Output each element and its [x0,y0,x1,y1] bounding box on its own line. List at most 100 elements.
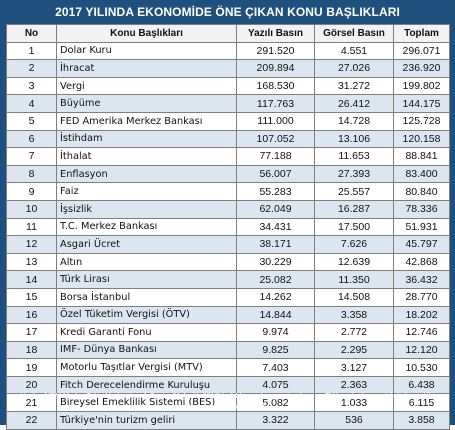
topic-cell: FED Amerika Merkez Bankası [56,111,237,131]
total-cell: 3.858 [393,411,450,430]
table-row: 22 Türkiye'nin turizm geliri 3.322 536 3.858 [6,411,450,430]
topics-table: No Konu Başlıkları Yazılı Basın Görsel B… [6,24,450,430]
row-number-cell: 15 [6,287,57,307]
total-cell: 10.530 [393,358,450,377]
total-cell: 6.438 [393,375,450,395]
total-cell: 28.770 [393,287,450,307]
visual-press-cell: 4.551 [314,41,394,61]
total-cell: 296.071 [393,41,450,61]
footnote: Veriler, MTM Medya Takip Merkezi'nin 1 O… [20,391,435,411]
row-number-cell: 2 [6,59,57,78]
row-number-cell: 4 [6,94,57,113]
written-press-cell: 291.520 [236,41,315,61]
written-press-cell: 3.322 [236,411,315,430]
row-number-cell: 22 [6,411,57,430]
visual-press-cell: 31.272 [314,76,394,96]
visual-press-cell: 25.557 [314,182,394,201]
topic-cell: Türk Lirası [56,270,237,289]
table-row: 5 FED Amerika Merkez Bankası 111.000 14.728… [6,111,450,131]
topic-cell: Enflasyon [56,164,237,184]
visual-press-cell: 14.728 [314,111,394,131]
row-number-cell: 8 [6,164,57,184]
written-press-cell: 14.844 [236,305,315,325]
topic-cell: Borsa İstanbul [56,287,237,307]
written-press-cell: 62.049 [236,199,315,219]
visual-press-cell: 17.500 [314,217,394,237]
table-row: 19 Motorlu Taşıtlar Vergisi (MTV) 7.403 3.1… [6,358,450,377]
total-cell: 78.336 [393,199,450,219]
row-number-cell: 9 [6,182,57,201]
total-cell: 51.931 [393,217,450,237]
written-press-cell: 25.082 [236,270,315,289]
written-press-cell: 14.262 [236,287,315,307]
written-press-cell: 30.229 [236,252,315,272]
row-number-cell: 6 [6,129,57,149]
table-row: 16 Özel Tüketim Vergisi (ÖTV) 14.844 3.358 1… [6,305,450,325]
written-press-cell: 117.763 [236,94,315,113]
topic-cell: Fitch Derecelendirme Kuruluşu [56,375,237,395]
table-row: 12 Asgari Ücret 38.171 7.626 45.797 [6,235,450,254]
row-number-cell: 19 [6,358,57,377]
written-press-cell: 7.403 [236,358,315,377]
total-cell: 199.802 [393,76,450,96]
table-row: 21 Bireysel Emeklilik Sistemi (BES) 5.082 1… [6,393,450,413]
topic-cell: Asgari Ücret [56,235,237,254]
visual-press-cell: 26.412 [314,94,394,113]
topic-cell: T.C. Merkez Bankası [56,217,237,237]
visual-press-cell: 3.127 [314,358,394,377]
total-cell: 120.158 [393,129,450,149]
topic-cell: İstihdam [56,129,237,149]
total-cell: 36.432 [393,270,450,289]
visual-press-cell: 11.350 [314,270,394,289]
table-row: 7 İthalat 77.188 11.653 88.841 [6,147,450,166]
column-header-visual-press: Görsel Basın [314,24,394,43]
table-row: 14 Türk Lirası 25.082 11.350 36.432 [6,270,450,289]
visual-press-cell: 2.363 [314,375,394,395]
topic-cell: Vergi [56,76,237,96]
topic-cell: İthalat [56,147,237,166]
visual-press-cell: 2.772 [314,323,394,342]
table-row: 9 Faiz 55.283 25.557 80.840 [6,182,450,201]
written-press-cell: 209.894 [236,59,315,78]
total-cell: 236.920 [393,59,450,78]
total-cell: 80.840 [393,182,450,201]
total-cell: 6.115 [393,393,450,413]
row-number-cell: 21 [6,393,57,413]
written-press-cell: 9.825 [236,340,315,360]
topic-cell: İşsizlik [56,199,237,219]
visual-press-cell: 16.287 [314,199,394,219]
row-number-cell: 5 [6,111,57,131]
total-cell: 88.841 [393,147,450,166]
table-row: 4 Büyüme 117.763 26.412 144.175 [6,94,450,113]
topic-cell: Büyüme [56,94,237,113]
row-number-cell: 11 [6,217,57,237]
total-cell: 125.728 [393,111,450,131]
written-press-cell: 55.283 [236,182,315,201]
topic-cell: Faiz [56,182,237,201]
table-row: 10 İşsizlik 62.049 16.287 78.336 [6,199,450,219]
topic-cell: IMF- Dünya Bankası [56,340,237,360]
topic-cell: Altın [56,252,237,272]
page-title: 2017 YILINDA EKONOMİDE ÖNE ÇIKAN KONU BA… [55,5,400,19]
visual-press-cell: 27.393 [314,164,394,184]
visual-press-cell: 2.295 [314,340,394,360]
column-header-no: No [6,24,57,43]
table-row: 15 Borsa İstanbul 14.262 14.508 28.770 [6,287,450,307]
total-cell: 18.202 [393,305,450,325]
column-header-total: Toplam [393,24,450,43]
total-cell: 144.175 [393,94,450,113]
total-cell: 42.868 [393,252,450,272]
visual-press-cell: 7.626 [314,235,394,254]
row-number-cell: 3 [6,76,57,96]
row-number-cell: 10 [6,199,57,219]
visual-press-cell: 14.508 [314,287,394,307]
table-row: 18 IMF- Dünya Bankası 9.825 2.295 12.120 [6,340,450,360]
table-row: 17 Kredi Garanti Fonu 9.974 2.772 12.746 [6,323,450,342]
table-row: 8 Enflasyon 56.007 27.393 83.400 [6,164,450,184]
row-number-cell: 1 [6,41,57,61]
written-press-cell: 111.000 [236,111,315,131]
row-number-cell: 12 [6,235,57,254]
row-number-cell: 14 [6,270,57,289]
written-press-cell: 56.007 [236,164,315,184]
visual-press-cell: 3.358 [314,305,394,325]
